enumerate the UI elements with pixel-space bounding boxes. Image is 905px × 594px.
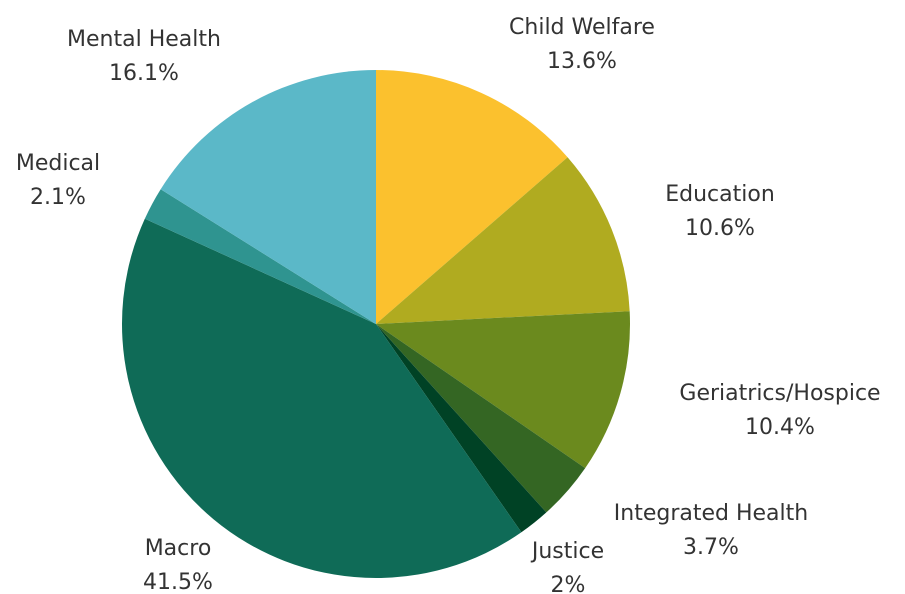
pie-slice-education (376, 157, 630, 324)
slice-label-medical: Medical (16, 151, 100, 176)
slice-value-education: 10.6% (685, 216, 755, 241)
slice-label-geriatrics-hospice: Geriatrics/Hospice (679, 381, 880, 406)
slice-value-medical: 2.1% (30, 185, 86, 210)
slice-label-justice: Justice (530, 539, 604, 564)
slice-value-child-welfare: 13.6% (547, 49, 617, 74)
pie-slice-geriatrics-hospice (376, 311, 631, 469)
slice-value-justice: 2% (551, 573, 586, 594)
pie-slice-mental-health (160, 70, 376, 324)
slice-value-integrated-health: 3.7% (683, 535, 739, 560)
slice-label-mental-health: Mental Health (67, 27, 221, 52)
pie-slice-justice (376, 324, 547, 533)
slice-value-geriatrics-hospice: 10.4% (745, 415, 815, 440)
pie-slices (121, 70, 631, 579)
slice-label-education: Education (665, 182, 775, 207)
pie-slice-integrated-health (376, 324, 586, 513)
slice-value-macro: 41.5% (143, 570, 213, 594)
pie-slice-macro (121, 218, 522, 579)
pie-labels: Child Welfare 13.6% Education 10.6% Geriatri… (16, 15, 881, 594)
slice-label-integrated-health: Integrated Health (614, 501, 808, 526)
pie-slice-medical (144, 189, 376, 324)
slice-label-child-welfare: Child Welfare (509, 15, 655, 40)
slice-label-macro: Macro (145, 536, 212, 561)
pie-slice-child-welfare (376, 70, 568, 324)
slice-value-mental-health: 16.1% (109, 61, 179, 86)
